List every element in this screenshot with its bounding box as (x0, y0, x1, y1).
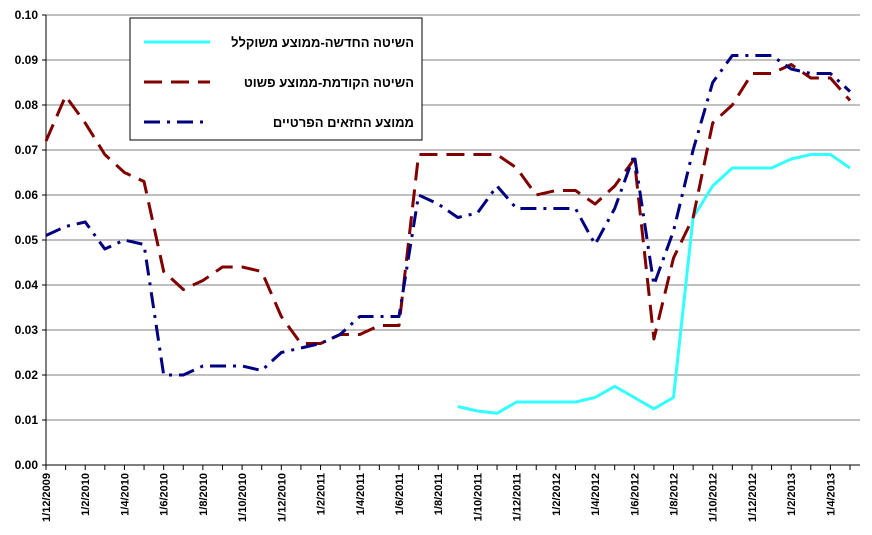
legend-label: השיטה החדשה-ממוצע משוקלל (231, 35, 414, 50)
y-tick-label: 0.08 (15, 98, 39, 112)
x-tick-label: 1/6/2011 (394, 473, 406, 515)
x-tick-label: 1/2/2011 (316, 473, 328, 515)
y-tick-label: 0.00 (15, 458, 39, 472)
legend-label: השיטה הקודמת-ממוצע פשוט (244, 75, 414, 90)
x-tick-label: 1/8/2011 (433, 473, 445, 515)
x-tick-label: 1/4/2012 (590, 473, 602, 516)
x-tick-label: 1/6/2012 (629, 473, 641, 516)
legend-label: ממוצע החזאים הפרטיים (273, 115, 414, 130)
x-tick-label: 1/12/2011 (512, 473, 524, 521)
series-line (44, 63, 852, 345)
y-tick-label: 0.09 (15, 53, 39, 67)
x-tick-label: 1/8/2012 (669, 473, 681, 516)
y-tick-label: 0.04 (15, 278, 39, 292)
x-tick-label: 1/12/2012 (747, 473, 759, 522)
series-line (457, 153, 851, 415)
x-tick-label: 1/4/2010 (119, 473, 131, 516)
y-tick-label: 0.07 (15, 143, 39, 157)
y-tick-label: 0.03 (15, 323, 39, 337)
x-tick-label: 1/6/2010 (159, 473, 171, 516)
x-tick-label: 1/2/2012 (551, 473, 563, 516)
series-line (45, 54, 852, 377)
x-tick-label: 1/8/2010 (198, 473, 210, 516)
y-tick-label: 0.05 (15, 233, 39, 247)
x-tick-label: 1/12/2009 (41, 473, 53, 522)
y-tick-label: 0.06 (15, 188, 39, 202)
y-tick-label: 0.02 (15, 368, 39, 382)
x-tick-label: 1/12/2010 (276, 473, 288, 522)
x-tick-label: 1/4/2013 (825, 473, 837, 516)
x-tick-label: 1/10/2011 (472, 473, 484, 521)
x-tick-label: 1/10/2010 (237, 473, 249, 522)
x-tick-label: 1/4/2011 (355, 473, 367, 515)
legend-box (129, 17, 423, 141)
x-tick-label: 1/2/2010 (80, 473, 92, 516)
x-tick-label: 1/2/2013 (786, 473, 798, 516)
x-tick-label: 1/10/2012 (708, 473, 720, 522)
y-tick-label: 0.01 (15, 413, 39, 427)
y-tick-label: 0.10 (15, 8, 39, 22)
